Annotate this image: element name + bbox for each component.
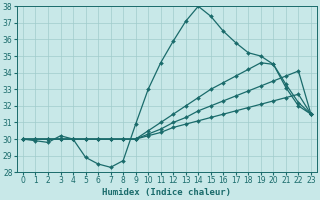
X-axis label: Humidex (Indice chaleur): Humidex (Indice chaleur) (102, 188, 231, 197)
